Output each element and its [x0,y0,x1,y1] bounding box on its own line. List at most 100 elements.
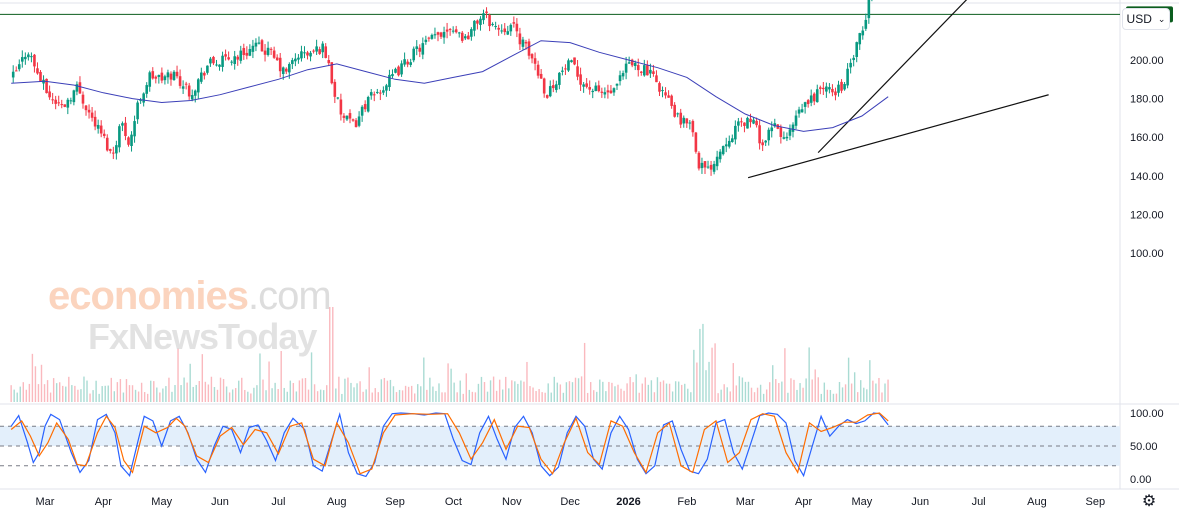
currency-selector[interactable]: USD ⌄ [1122,8,1170,30]
candle-body [643,65,646,76]
time-tick-label: Jul [972,496,986,508]
candle-body [66,99,70,108]
trendline-2[interactable] [817,0,970,154]
volume-bar [86,380,88,402]
candle-body [861,30,865,36]
candle-body [539,73,543,79]
candle-body [445,29,449,32]
candle-body [145,85,149,94]
candle-body [761,142,764,146]
volume-bar [829,390,832,402]
volume-bar [386,380,389,402]
candle-body [700,162,704,169]
candle-body [828,87,831,90]
volume-bar [596,391,598,402]
volume-bar [444,392,446,402]
candle-body [570,60,573,63]
volume-bar [741,377,744,402]
candle-body [867,0,871,19]
candle-body [181,86,185,89]
stoch-k-line [10,411,889,478]
candle-body [518,33,522,45]
volume-bar [850,383,853,402]
stoch-tick-label: 100.00 [1130,408,1164,420]
gear-icon[interactable]: ⚙ [1141,493,1157,510]
volume-bar [140,382,143,402]
candle-body [81,94,85,104]
candle-body [257,42,261,44]
candle-body [676,113,679,115]
volume-bar [514,381,516,402]
volume-bar [620,388,622,402]
volume-bar [46,380,49,402]
candle-body [209,58,212,64]
volume-bar [650,380,653,402]
price-tick-label: 200.00 [1130,55,1164,67]
candle-body [102,133,106,136]
volume-bar [644,377,647,402]
candle-body [108,149,112,151]
volume-bar [198,381,200,402]
volume-bar [668,383,671,402]
volume-bar [128,385,131,402]
candle-body [39,71,42,82]
volume-bar [371,392,373,402]
volume-bar [793,379,795,402]
volume-bar [553,376,555,402]
volume-bar [231,389,234,402]
candle-body [382,90,385,93]
candle-body [242,47,246,55]
volume-bar [583,342,586,402]
candle-body [661,90,664,92]
candle-body [494,26,497,28]
volume-bar [244,389,246,402]
volume-bar [189,363,191,402]
volume-bar [110,377,112,402]
volume-bar [137,391,140,402]
candle-body [427,37,431,39]
volume-bar [790,378,792,402]
candle-body [75,84,79,92]
candle-body [485,11,488,13]
volume-bar [605,391,607,402]
candle-body [740,121,743,123]
volume-bar [250,393,252,402]
time-tick-label: 2026 [616,496,640,508]
candle-body [336,97,340,99]
candle-body [306,52,309,56]
time-tick-label: Dec [560,496,580,508]
volume-bar [292,383,295,402]
volume-bar [298,380,301,402]
volume-bar [674,381,677,402]
candle-body [773,123,777,127]
volume-bar [435,390,437,402]
candle-body [193,90,197,96]
volume-bar [626,383,628,402]
candle-body [236,56,240,60]
volume-bar [365,389,367,402]
candle-body [852,57,855,61]
volume-bar [729,391,731,402]
candle-body [148,72,152,87]
candle-body [175,71,179,77]
candle-body [558,72,561,85]
candle-body [764,140,767,143]
candle-body [351,119,355,121]
candle-body [746,117,749,129]
volume-bar [769,382,771,402]
candle-body [618,75,622,82]
candle-body [424,39,428,43]
volume-bar [326,385,328,402]
volume-bar [677,381,680,402]
volume-bar [787,392,789,402]
trendline-1[interactable] [747,94,1049,179]
economies-watermark: economies.com [48,274,332,319]
volume-bar [453,382,455,402]
candle-body [327,60,331,64]
candle-body [90,112,94,118]
volume-bar [441,392,443,402]
volume-bar [153,381,155,402]
volume-bar [529,386,531,402]
candle-body [545,95,549,98]
